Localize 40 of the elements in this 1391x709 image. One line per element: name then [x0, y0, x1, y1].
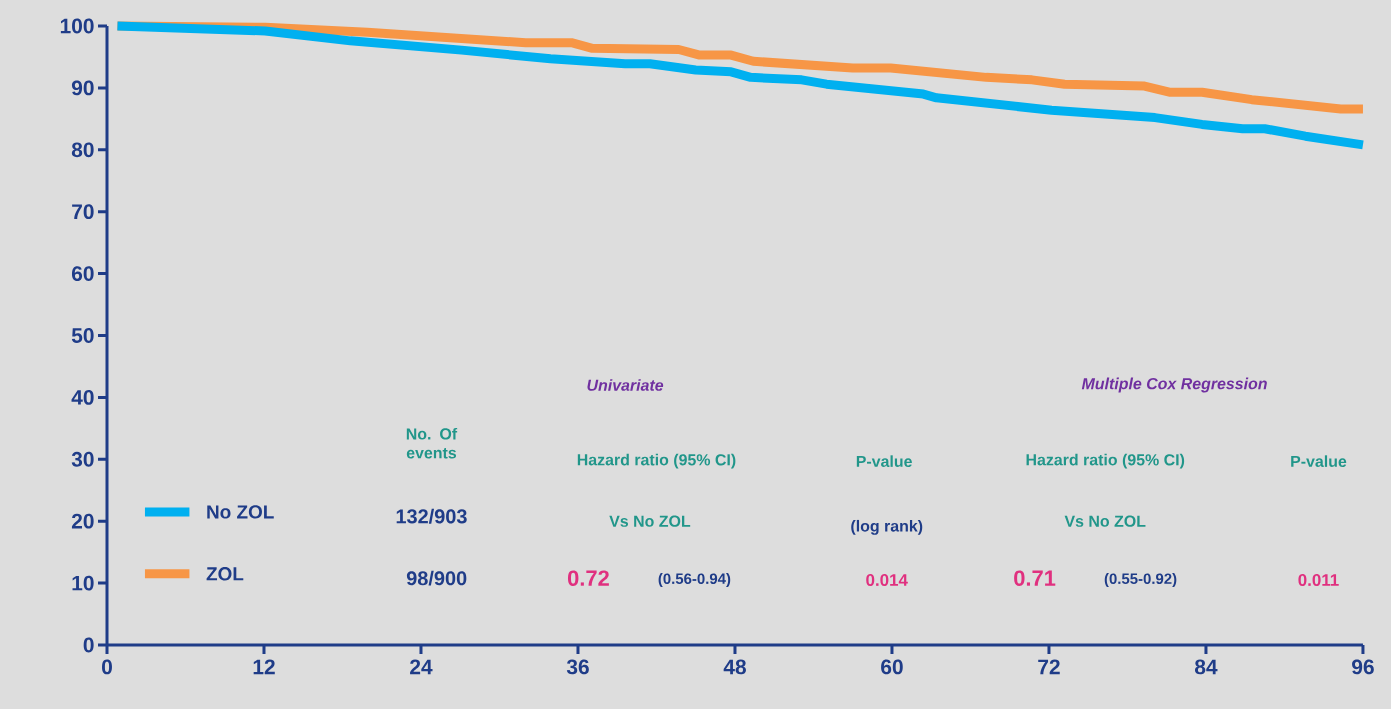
annotation: 0.011	[1298, 574, 1339, 586]
y-tick-label: 100	[60, 18, 94, 34]
annotation: 0.71	[1014, 570, 1056, 586]
y-tick-label: 0	[83, 637, 94, 653]
annotation: Vs No ZOL	[609, 515, 691, 527]
annotation: Multiple Cox Regression	[1081, 377, 1267, 393]
x-tick-label: 96	[1352, 659, 1374, 675]
annotation: 0.014	[866, 574, 908, 586]
legend-label: ZOL	[206, 567, 244, 581]
annotation: Vs No ZOL	[1064, 515, 1146, 527]
x-tick-label: 84	[1194, 659, 1218, 675]
annotation: (0.56-0.94)	[658, 573, 731, 587]
annotation: 0.72	[567, 570, 609, 586]
annotation: P-value	[856, 455, 912, 468]
y-tick-label: 80	[71, 142, 94, 158]
annotation: No. Of events	[406, 427, 458, 459]
x-tick-label: 12	[253, 659, 275, 675]
y-tick-label: 60	[71, 266, 94, 281]
annotation: Univariate	[587, 379, 664, 391]
x-tick-label: 0	[102, 659, 112, 675]
x-tick-label: 72	[1038, 659, 1060, 675]
x-tick-label: 60	[881, 659, 903, 675]
y-tick-label: 30	[71, 451, 94, 467]
annotation: (0.55-0.92)	[1104, 573, 1177, 587]
annotation: 98/900	[406, 570, 467, 586]
y-tick-label: 70	[72, 204, 94, 220]
annotation: P-value	[1291, 455, 1347, 468]
y-tick-label: 50	[71, 328, 94, 343]
y-tick-label: 20	[71, 513, 94, 529]
annotation: Hazard ratio (95% CI)	[577, 453, 736, 469]
annotation: 132/903	[396, 508, 467, 524]
annotation: Hazard ratio (95% CI)	[1026, 453, 1185, 469]
y-tick-label: 10	[72, 575, 94, 591]
x-tick-label: 24	[410, 659, 433, 675]
x-tick-label: 48	[723, 659, 746, 675]
x-tick-label: 36	[566, 659, 589, 675]
y-tick-label: 40	[71, 389, 94, 405]
legend-label: No ZOL	[207, 505, 274, 519]
annotation: (log rank)	[851, 519, 923, 535]
y-tick-label: 90	[71, 80, 94, 96]
